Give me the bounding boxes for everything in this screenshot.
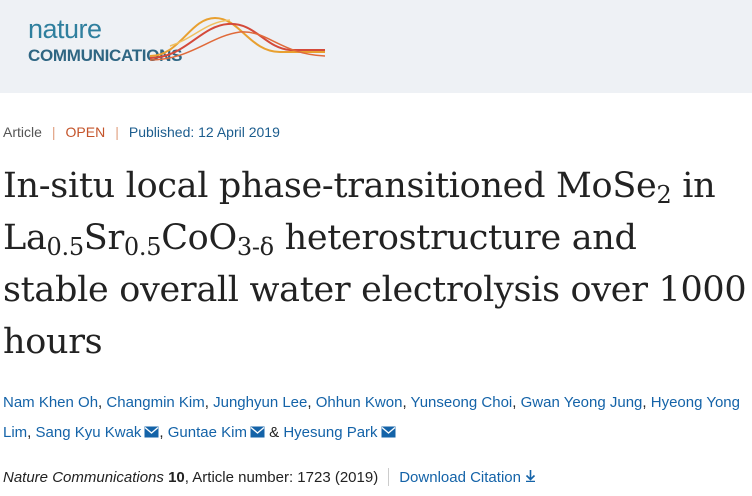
published-date: Published: 12 April 2019: [128, 124, 280, 140]
author: Nam Khen Oh: [3, 394, 98, 411]
title-text: heterostructure and stable overall water…: [3, 218, 747, 362]
author: Hyeong Yong Lim: [3, 394, 740, 441]
logo-nature[interactable]: nature: [28, 14, 102, 44]
author-link[interactable]: Junghyun Lee: [213, 394, 308, 411]
article-title: In-situ local phase-transitioned MoSe2 i…: [3, 160, 748, 368]
author-link[interactable]: Nam Khen Oh: [3, 394, 99, 411]
separator: ,: [204, 394, 209, 411]
author: Sang Kyu Kwak: [36, 424, 160, 441]
site-header: nature COMMUNICATIONS: [0, 0, 752, 93]
author-list: Nam Khen Oh, Changmin Kim, Junghyun Lee,…: [3, 388, 743, 448]
volume: 10: [168, 469, 185, 486]
email-icon[interactable]: [144, 426, 159, 438]
separator: ,: [159, 424, 164, 441]
author-link[interactable]: Guntae Kim: [167, 424, 247, 441]
separator: ,: [642, 394, 647, 411]
author-link[interactable]: Changmin Kim: [106, 394, 205, 411]
email-icon[interactable]: [381, 426, 396, 438]
author-link[interactable]: Hyeong Yong Lim: [3, 394, 740, 441]
download-citation-label: Download Citation: [399, 469, 521, 486]
open-access: OPEN: [65, 124, 106, 140]
title-subscript: 3-δ: [236, 233, 274, 261]
author-link[interactable]: Ohhun Kwon: [315, 394, 403, 411]
download-citation[interactable]: Download Citation: [399, 469, 536, 486]
author-link[interactable]: Yunseong Choi: [410, 394, 513, 411]
logo-communications[interactable]: COMMUNICATIONS: [28, 46, 183, 65]
separator: ,: [512, 394, 517, 411]
email-icon[interactable]: [250, 426, 265, 438]
author: Yunseong Choi: [411, 394, 513, 411]
title-text: CoO: [161, 218, 237, 258]
author-link[interactable]: Gwan Yeong Jung: [520, 394, 643, 411]
citation: Nature Communications 10, Article number…: [3, 468, 536, 486]
author: Gwan Yeong Jung: [521, 394, 643, 411]
separator: ,: [27, 424, 32, 441]
author: Changmin Kim: [106, 394, 204, 411]
author: Guntae Kim: [168, 424, 265, 441]
article-type: Article: [3, 124, 42, 140]
divider: |: [115, 124, 119, 140]
download-icon: [526, 470, 536, 483]
article-meta: Article | OPEN | Published: 12 April 2019: [3, 124, 280, 140]
author-link[interactable]: Hyesung Park: [283, 424, 378, 441]
logo-wave: [149, 16, 326, 61]
author-link[interactable]: Sang Kyu Kwak: [35, 424, 142, 441]
journal-name: Nature Communications: [3, 469, 164, 486]
title-text: Sr: [83, 218, 124, 258]
separator: &: [269, 424, 280, 441]
title-text: in La: [3, 166, 716, 258]
title-text: In-situ local phase-transitioned MoSe: [3, 166, 657, 206]
separator: ,: [402, 394, 407, 411]
divider: [388, 468, 390, 486]
separator: ,: [307, 394, 312, 411]
divider: |: [51, 124, 56, 140]
author: Junghyun Lee: [213, 394, 307, 411]
separator: ,: [98, 394, 103, 411]
title-subscript: 0.5: [46, 233, 85, 261]
author: Hyesung Park: [283, 424, 396, 441]
title-subscript: 2: [656, 181, 672, 209]
citation-details: , Article number: 1723 (2019): [184, 469, 379, 486]
title-subscript: 0.5: [123, 233, 162, 261]
author: Ohhun Kwon: [316, 394, 403, 411]
